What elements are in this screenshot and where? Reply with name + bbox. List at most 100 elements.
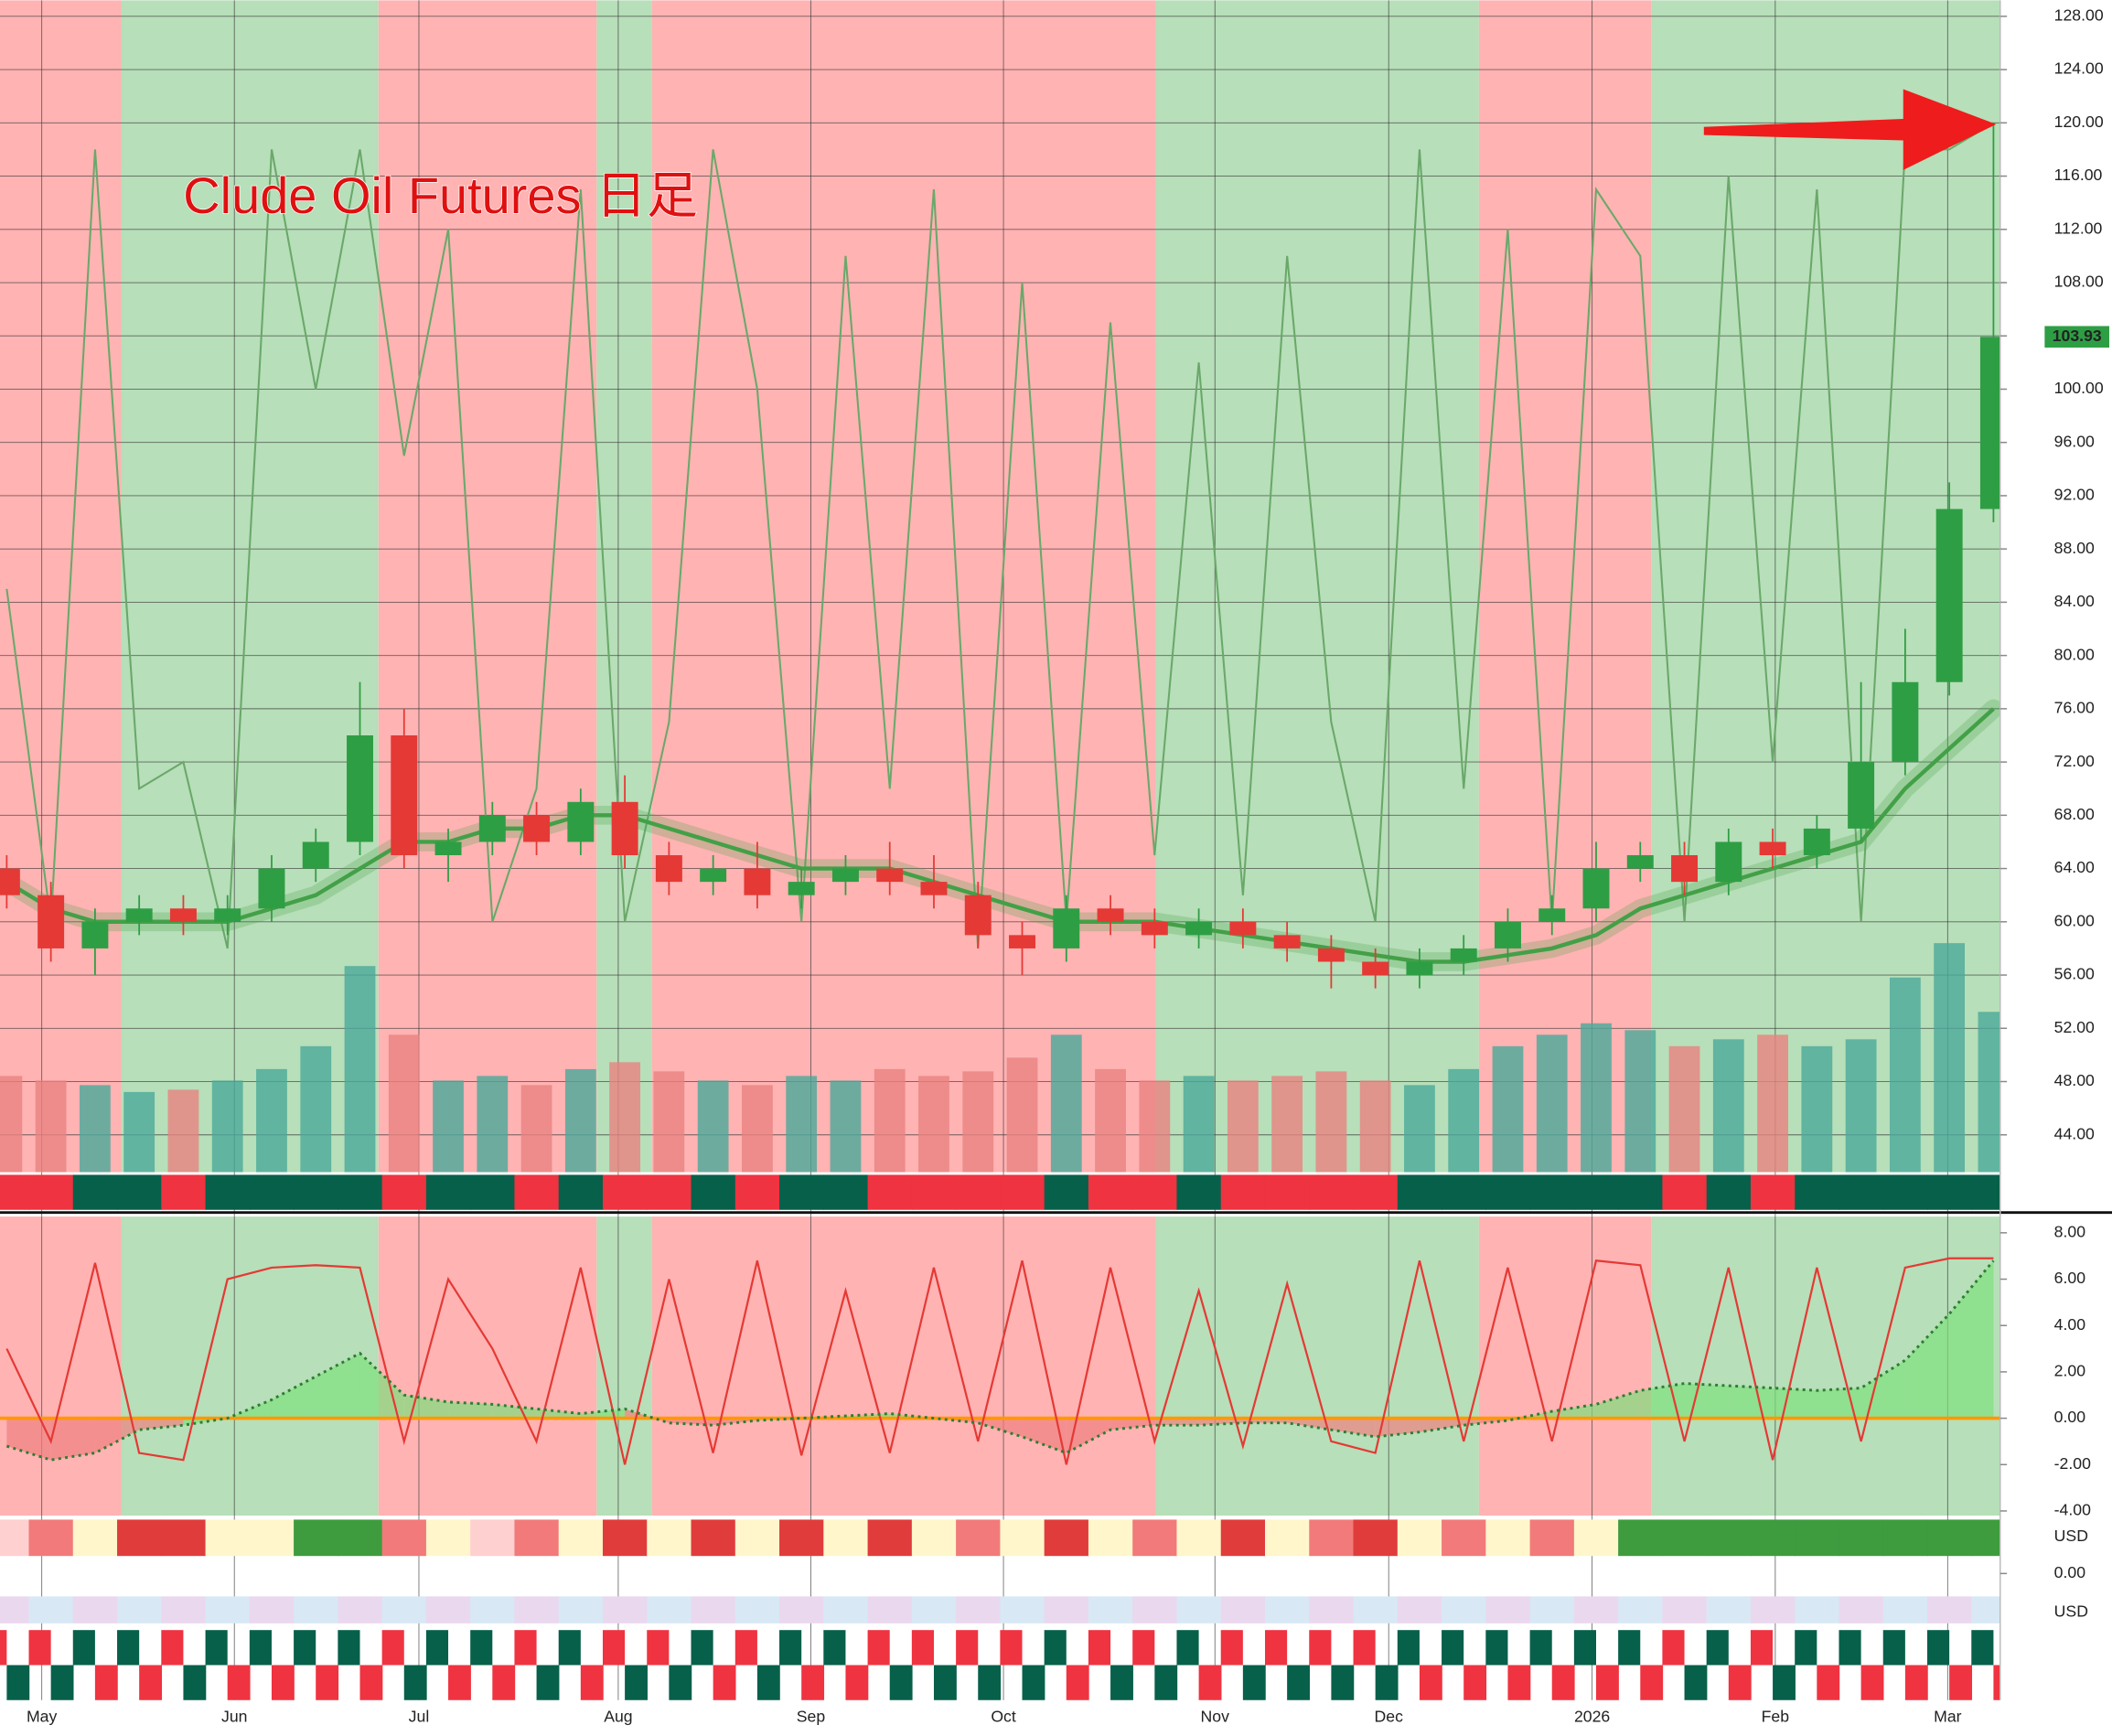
- y-tick-label: 56.00: [2054, 965, 2095, 983]
- x-tick-label: Jun: [221, 1708, 247, 1726]
- y-tick-label: 128.00: [2054, 6, 2104, 25]
- volume-bar: [1139, 1080, 1171, 1173]
- regime-band: [1155, 0, 1479, 1173]
- candle-body: [81, 921, 109, 948]
- osc-area: [448, 1401, 493, 1419]
- heat-cell: [1485, 1596, 1531, 1623]
- heat-cell: [1220, 1596, 1266, 1623]
- heat-cell: [294, 1519, 339, 1557]
- bottom-strip: [1154, 1665, 1178, 1700]
- heat-cell: [1839, 1596, 1884, 1623]
- bottom-strip: [756, 1665, 780, 1700]
- osc-area: [1287, 1418, 1332, 1431]
- heat-cell: [956, 1519, 1002, 1557]
- heat-cell: [1088, 1519, 1133, 1557]
- bottom-strip: [28, 1630, 51, 1666]
- candle-body: [258, 868, 285, 909]
- y-tick-label: 108.00: [2054, 273, 2104, 291]
- status-strip: [1132, 1174, 1178, 1210]
- osc-area: [50, 1418, 95, 1461]
- heat-cell: [0, 1519, 30, 1557]
- bottom-strip: [1176, 1630, 1199, 1666]
- heat-cell: [205, 1596, 251, 1623]
- candle-body: [1626, 855, 1654, 869]
- status-strip: [558, 1174, 604, 1210]
- bottom-strip: [845, 1665, 869, 1700]
- bottom-strip: [1750, 1630, 1774, 1666]
- status-strip: [1397, 1174, 1442, 1210]
- bottom-strip: [1773, 1665, 1796, 1700]
- heat-cell: [1442, 1596, 1487, 1623]
- osc-area: [6, 1418, 51, 1461]
- volume-bar: [256, 1068, 287, 1173]
- x-tick-label: Feb: [1762, 1708, 1790, 1726]
- overlay-line: [5, 122, 1994, 949]
- bottom-strip: [602, 1630, 626, 1666]
- candle-body: [169, 908, 197, 922]
- candle-body: [125, 908, 153, 922]
- heat-cell: [117, 1519, 163, 1557]
- y-tick-label: 44.00: [2054, 1124, 2095, 1142]
- volume-bar: [1889, 977, 1921, 1173]
- candle-body: [611, 801, 638, 856]
- status-strip: [734, 1174, 780, 1210]
- y-tick-label: 80.00: [2054, 645, 2095, 663]
- bottom-strip: [117, 1630, 140, 1666]
- candle-body: [831, 868, 859, 883]
- candle-body: [700, 868, 727, 883]
- bottom-strip: [1198, 1665, 1222, 1700]
- regime-band: [1155, 1216, 1479, 1516]
- y-tick-label: 64.00: [2054, 858, 2095, 876]
- bottom-strip: [271, 1665, 295, 1700]
- heat-cell: [161, 1519, 207, 1557]
- heat-cell: [1529, 1596, 1575, 1623]
- bottom-strip: [1220, 1630, 1243, 1666]
- y-tick-label: 8.00: [2054, 1223, 2086, 1241]
- volume-bar: [1712, 1039, 1744, 1173]
- heat-cell: [956, 1596, 1002, 1623]
- heat-cell: [1309, 1519, 1355, 1557]
- status-strip: [691, 1174, 736, 1210]
- bottom-strip: [1044, 1630, 1067, 1666]
- bottom-strip: [1904, 1665, 1928, 1700]
- status-strip: [779, 1174, 825, 1210]
- status-strip: [1618, 1174, 1664, 1210]
- volume-bar: [1359, 1080, 1391, 1173]
- bottom-strip: [691, 1630, 713, 1666]
- osc-area: [1066, 1418, 1111, 1453]
- y-tick-label: 2.00: [2054, 1362, 2086, 1380]
- bottom-strip: [911, 1630, 934, 1666]
- heat-cell: [1485, 1519, 1531, 1557]
- bottom-strip: [713, 1665, 736, 1700]
- y-tick-label: 68.00: [2054, 805, 2095, 823]
- heat-cell: [294, 1596, 339, 1623]
- bottom-strip: [183, 1665, 207, 1700]
- osc-area: [271, 1376, 316, 1419]
- heat-cell: [1927, 1519, 1973, 1557]
- heat-cell: [1442, 1519, 1487, 1557]
- panel-unit: USD: [2054, 1602, 2088, 1621]
- regime-band: [378, 1216, 597, 1516]
- volume-bar: [1845, 1039, 1877, 1173]
- heat-cell: [734, 1519, 780, 1557]
- osc-area: [1640, 1383, 1685, 1419]
- bottom-strip: [1573, 1630, 1597, 1666]
- candle-body: [523, 815, 551, 842]
- status-strip: [1044, 1174, 1089, 1210]
- bottom-strip: [580, 1665, 604, 1700]
- heat-cell: [1618, 1519, 1664, 1557]
- bottom-strip: [823, 1630, 846, 1666]
- heat-cell: [647, 1519, 692, 1557]
- heat-cell: [1750, 1519, 1796, 1557]
- candle-body: [1935, 509, 1963, 682]
- status-strip: [911, 1174, 957, 1210]
- y-tick-label: 72.00: [2054, 752, 2095, 770]
- bottom-strip: [1507, 1665, 1531, 1700]
- heat-cell: [1795, 1596, 1840, 1623]
- heat-cell: [691, 1596, 736, 1623]
- heat-cell: [381, 1519, 427, 1557]
- slow-line: [5, 1259, 1995, 1462]
- heat-cell: [1750, 1596, 1796, 1623]
- volume-bar: [1581, 1023, 1612, 1173]
